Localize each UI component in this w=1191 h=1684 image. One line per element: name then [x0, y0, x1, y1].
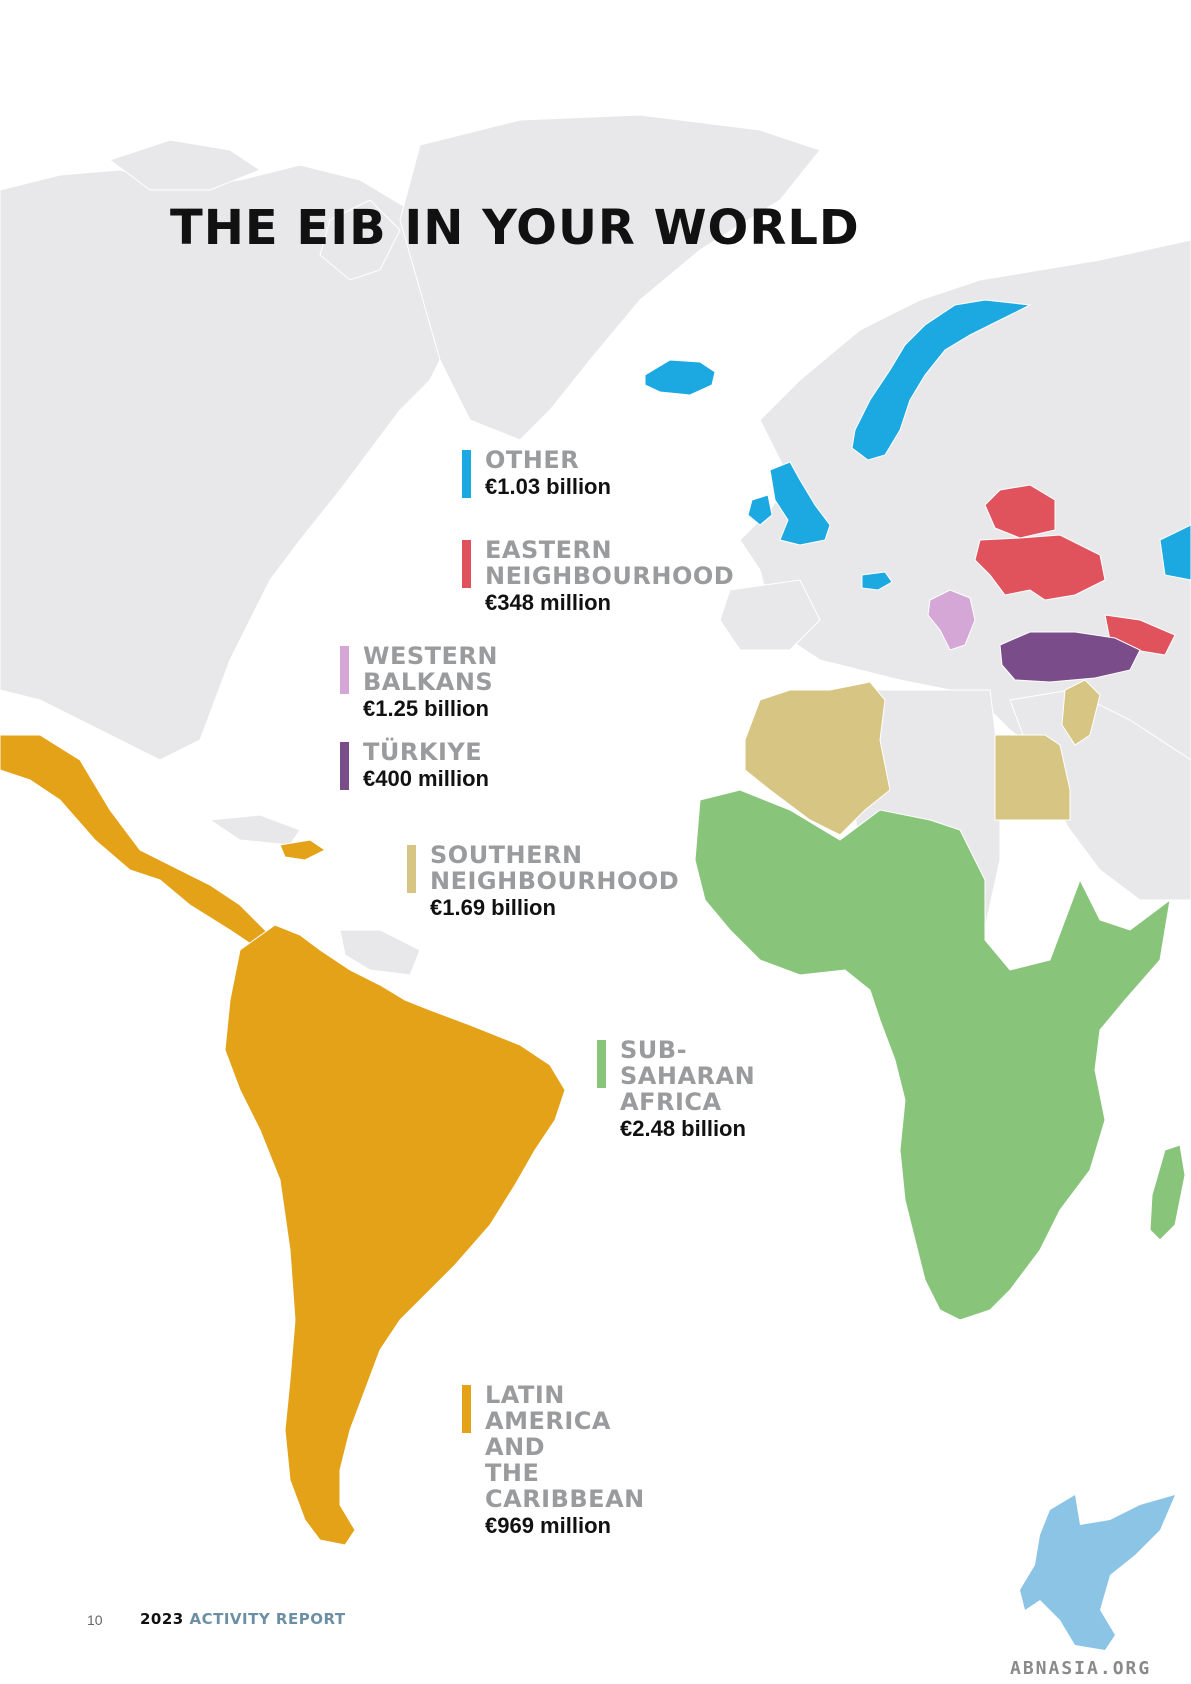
legend-bar-latin-america-caribbean	[462, 1385, 471, 1433]
shape-maghreb	[744, 681, 891, 836]
region-amount: €1.69 billion	[430, 895, 556, 920]
shape-mexico-central-america	[0, 734, 271, 951]
region-other-shapes	[644, 299, 1191, 591]
legend-bar-western-balkans	[340, 646, 349, 694]
shape-sub-saharan-africa	[694, 789, 1171, 1321]
region-amount: €2.48 billion	[620, 1116, 746, 1141]
shape-madagascar	[1149, 1144, 1186, 1241]
shape-switzerland	[861, 571, 893, 591]
region-name: SUB-SAHARAN AFRICA	[620, 1036, 756, 1116]
shape-levant	[1061, 679, 1101, 746]
land-greenland	[399, 114, 821, 441]
region-name: SOUTHERN NEIGHBOURHOOD	[430, 841, 680, 895]
land-cuba	[208, 814, 301, 846]
shape-egypt	[994, 734, 1071, 821]
region-southern-shapes	[744, 679, 1101, 836]
shape-belarus	[984, 484, 1056, 539]
watermark-logo	[1020, 1495, 1175, 1650]
shape-norway	[851, 299, 1032, 461]
footer-year: 2023	[140, 1610, 184, 1628]
region-name: EASTERN NEIGHBOURHOOD	[485, 536, 735, 590]
region-name: TÜRKIYE	[363, 738, 483, 766]
region-amount: €400 million	[363, 766, 489, 791]
shape-uk	[769, 461, 831, 546]
shape-south-america	[224, 924, 566, 1546]
region-amount: €969 million	[485, 1513, 611, 1538]
legend-bar-other	[462, 450, 471, 498]
watermark-griffin	[1020, 1495, 1175, 1650]
land-baffin	[319, 199, 401, 281]
region-amount: €1.25 billion	[363, 696, 489, 721]
shape-western-balkans	[927, 589, 976, 651]
footer-report-label: ACTIVITY REPORT	[189, 1610, 346, 1628]
shape-caribbean-islands	[279, 839, 326, 861]
region-name: LATIN AMERICA AND THE CARIBBEAN	[485, 1381, 645, 1513]
region-amount: €1.03 billion	[485, 474, 611, 499]
shape-turkiye	[999, 631, 1141, 683]
footer-report-title: 2023 ACTIVITY REPORT	[140, 1610, 346, 1628]
region-latam-shapes	[0, 734, 566, 1546]
page-number: 10	[87, 1612, 103, 1628]
land-guianas	[339, 929, 421, 976]
legend-bar-turkiye	[340, 742, 349, 790]
legend-bar-eastern-neighbourhood	[462, 540, 471, 588]
page-title: THE EIB IN YOUR WORLD	[170, 200, 860, 256]
shape-ukraine	[974, 534, 1106, 601]
shape-far-east-blue	[1159, 524, 1191, 581]
land-iberia	[719, 579, 821, 651]
region-name: OTHER	[485, 446, 580, 474]
legend-bar-southern-neighbourhood	[407, 845, 416, 893]
shape-ireland	[747, 494, 773, 526]
land-north-america	[0, 164, 471, 761]
watermark-text: ABNASIA.ORG	[1010, 1658, 1152, 1679]
region-amount: €348 million	[485, 590, 611, 615]
shape-iceland	[644, 359, 716, 396]
region-name: WESTERN BALKANS	[363, 642, 498, 696]
land-arctic-islands	[108, 139, 262, 191]
legend-bar-sub-saharan-africa	[597, 1040, 606, 1088]
